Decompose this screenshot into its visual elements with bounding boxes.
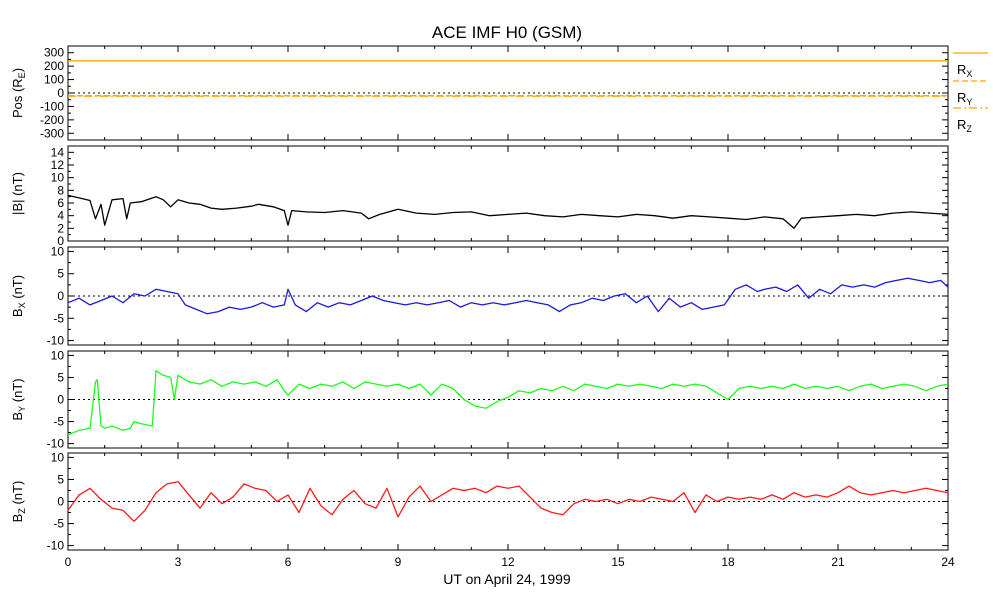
y-tick-label: 2 [57, 221, 64, 235]
y-tick-label: 100 [44, 73, 64, 87]
y-tick-label: -5 [53, 415, 64, 429]
y-axis-label: |B| (nT) [10, 172, 25, 215]
x-tick-label: 12 [501, 555, 515, 569]
y-tick-label: -10 [47, 334, 65, 348]
series-line-bx [67, 277, 949, 315]
y-axis-label: BX (nT) [10, 275, 27, 317]
panel-by: 10 5 0 -5 -10 BY (nT) [10, 348, 949, 451]
y-tick-label: 8 [57, 183, 64, 197]
y-tick-label: 10 [51, 450, 65, 464]
y-tick-label: 5 [57, 267, 64, 281]
y-axis-label: Pos (RE) [10, 68, 27, 118]
y-axis-label: BY (nT) [10, 378, 27, 420]
y-tick-label: 0 [57, 289, 64, 303]
y-tick-label: -5 [53, 517, 64, 531]
y-tick-label: -300 [40, 126, 64, 140]
y-tick-label: 0 [57, 393, 64, 407]
y-tick-label: 10 [51, 244, 65, 258]
y-tick-label: 5 [57, 472, 64, 486]
y-tick-label: 5 [57, 370, 64, 384]
y-tick-label: 12 [51, 158, 65, 172]
y-axis-label: BZ (nT) [10, 481, 27, 523]
legend-label-rz: RZ [957, 117, 972, 134]
y-tick-label: -100 [40, 99, 64, 113]
y-tick-label: 300 [44, 46, 64, 60]
y-tick-label: 0 [57, 234, 64, 248]
series-line-bz [67, 481, 949, 522]
x-tick-label: 3 [175, 555, 182, 569]
y-tick-label: 4 [57, 209, 64, 223]
y-tick-label: -5 [53, 311, 64, 325]
y-tick-label: 0 [57, 86, 64, 100]
x-tick-label: 6 [285, 555, 292, 569]
y-tick-label: 6 [57, 196, 64, 210]
x-tick-label: 21 [831, 555, 845, 569]
x-axis: UT on April 24, 1999 0 3 6 9 12 15 18 21 24 [65, 555, 955, 587]
y-tick-label: -200 [40, 113, 64, 127]
legend-label-rx: RX [957, 62, 972, 79]
panel-frame [67, 145, 949, 242]
x-tick-label: 24 [941, 555, 955, 569]
legend-label-ry: RY [957, 90, 972, 107]
x-tick-label: 15 [611, 555, 625, 569]
panel-bx: 10 5 0 -5 -10 BX (nT) [10, 244, 949, 348]
y-tick-label: 10 [51, 348, 65, 362]
chart-title: ACE IMF H0 (GSM) [432, 23, 582, 42]
series-line-by [67, 370, 949, 436]
y-tick-label: 0 [57, 495, 64, 509]
x-tick-label: 0 [65, 555, 72, 569]
panel-bz: 10 5 0 -5 -10 BZ (nT) [10, 450, 949, 553]
y-tick-label: 200 [44, 59, 64, 73]
series-line-b [67, 194, 949, 229]
x-tick-label: 18 [721, 555, 735, 569]
x-tick-label: 9 [395, 555, 402, 569]
y-tick-label: -10 [47, 437, 65, 451]
y-tick-label: 14 [51, 145, 65, 159]
y-tick-label: 10 [51, 171, 65, 185]
x-axis-label: UT on April 24, 1999 [443, 571, 571, 587]
y-tick-label: -10 [47, 539, 65, 553]
